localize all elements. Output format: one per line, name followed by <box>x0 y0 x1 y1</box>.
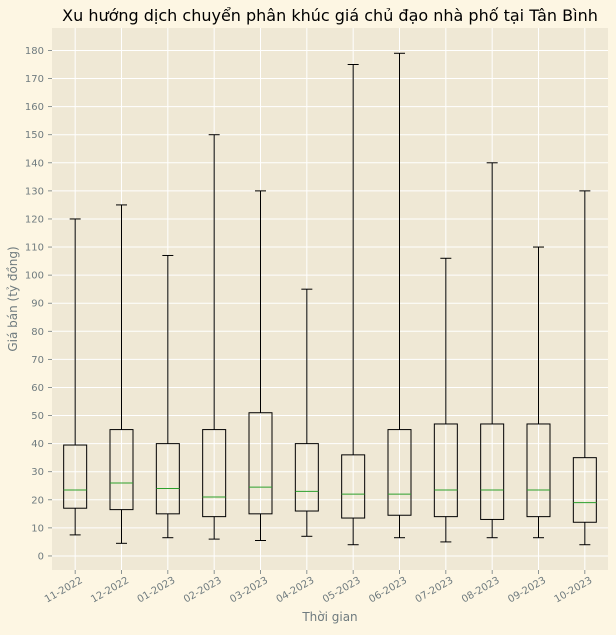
iqr-box <box>248 412 273 515</box>
plot-area <box>52 28 608 570</box>
box-06-2023 <box>387 52 412 539</box>
box-05-2023 <box>341 64 366 546</box>
x-tick-label: 05-2023 <box>321 575 363 605</box>
y-tick-label: 130 <box>25 186 44 197</box>
iqr-box <box>433 423 458 518</box>
x-tick-label: 11-2022 <box>43 575 85 605</box>
box-10-2023 <box>572 190 597 546</box>
y-tick-label: 80 <box>31 327 44 338</box>
iqr-box <box>202 429 227 518</box>
box-01-2023 <box>155 254 180 539</box>
y-tick-label: 0 <box>38 551 44 562</box>
x-tick-label: 04-2023 <box>275 575 317 605</box>
x-axis-label: Thời gian <box>301 610 357 624</box>
x-tick-label: 07-2023 <box>414 575 456 605</box>
y-tick-label: 40 <box>31 439 44 450</box>
box-12-2022 <box>109 204 134 544</box>
x-tick-label: 02-2023 <box>182 575 224 605</box>
y-tick-label: 160 <box>25 102 44 113</box>
x-tick-label: 12-2022 <box>89 575 131 605</box>
y-tick-label: 120 <box>25 214 44 225</box>
box-11-2022 <box>63 218 88 536</box>
chart-title: Xu hướng dịch chuyển phân khúc giá chủ đ… <box>62 6 598 25</box>
iqr-box <box>480 423 505 520</box>
y-tick-label: 150 <box>25 130 44 141</box>
iqr-box <box>387 429 412 516</box>
y-tick-label: 50 <box>31 411 44 422</box>
box-09-2023 <box>526 246 551 539</box>
box-03-2023 <box>248 190 273 542</box>
iqr-box <box>572 457 597 523</box>
box-02-2023 <box>202 134 227 540</box>
x-tick-label: 03-2023 <box>228 575 270 605</box>
iqr-box <box>294 443 319 512</box>
x-tick-label: 01-2023 <box>136 575 178 605</box>
box-07-2023 <box>433 257 458 543</box>
boxes <box>63 52 597 546</box>
y-tick-label: 140 <box>25 158 44 169</box>
iqr-box <box>109 429 134 511</box>
iqr-box <box>155 443 180 515</box>
y-tick-label: 100 <box>25 271 44 282</box>
x-tick-label: 09-2023 <box>506 575 548 605</box>
y-tick-label: 180 <box>25 46 44 57</box>
y-axis-ticks: 0 10 20 30 40 50 60 70 80 90 100 110 120 130 140 150 160… <box>25 46 52 562</box>
iqr-box <box>341 454 366 519</box>
x-tick-label: 08-2023 <box>460 575 502 605</box>
box-08-2023 <box>480 162 505 539</box>
y-tick-label: 10 <box>31 523 44 534</box>
iqr-box <box>63 444 88 509</box>
y-tick-label: 90 <box>31 299 44 310</box>
y-tick-label: 20 <box>31 495 44 506</box>
y-tick-label: 70 <box>31 355 44 366</box>
y-tick-label: 170 <box>25 74 44 85</box>
y-axis-label: Giá bán (tỷ đồng) <box>6 246 20 351</box>
x-tick-label: 10-2023 <box>553 575 595 605</box>
x-tick-label: 06-2023 <box>367 575 409 605</box>
y-tick-label: 30 <box>31 467 44 478</box>
iqr-box <box>526 423 551 518</box>
x-axis-ticks: 11-2022 12-2022 01-2023 02-2023 03-2023 04-20… <box>43 570 594 605</box>
box-04-2023 <box>294 288 319 537</box>
y-tick-label: 60 <box>31 383 44 394</box>
y-tick-label: 110 <box>25 243 44 254</box>
